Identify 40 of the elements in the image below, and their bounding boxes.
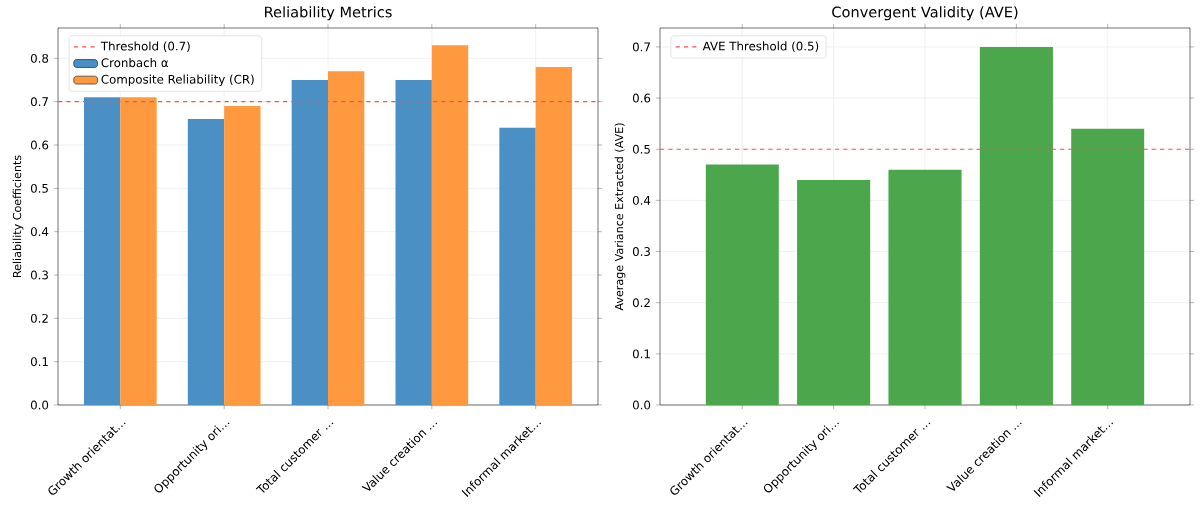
y-axis-title: Reliability Coefficients <box>12 155 24 277</box>
y-tick-label: 0.7 <box>30 97 48 107</box>
bar <box>888 169 962 405</box>
bar <box>499 127 536 405</box>
bar <box>535 67 573 405</box>
bar <box>291 80 328 405</box>
legend-label: Composite Reliability (CR) <box>101 74 254 87</box>
bar <box>328 71 365 405</box>
bar <box>431 45 469 405</box>
bar <box>395 80 432 405</box>
bar <box>83 97 121 405</box>
y-tick-label: 0.5 <box>632 144 650 154</box>
y-tick-label: 0.2 <box>30 313 48 323</box>
y-tick-label: 0.7 <box>632 42 650 52</box>
bar <box>120 97 157 405</box>
y-tick-label: 0.4 <box>632 195 651 205</box>
y-tick-label: 0.1 <box>30 357 48 367</box>
bar <box>979 46 1053 405</box>
y-tick-label: 0.0 <box>632 400 651 410</box>
y-tick-label: 0.3 <box>30 270 48 280</box>
bar <box>224 106 261 405</box>
bar <box>1071 128 1145 405</box>
bar <box>797 179 871 405</box>
legend-label: Threshold (0.7) <box>100 41 190 52</box>
legend-label: AVE Threshold (0.5) <box>702 41 819 52</box>
y-tick-label: 0.4 <box>30 227 49 237</box>
bar <box>187 119 225 405</box>
y-tick-label: 0.5 <box>30 183 48 193</box>
y-tick-label: 0.0 <box>30 400 49 410</box>
y-axis-title: Average Variance Extracted (AVE) <box>614 123 626 311</box>
legend-label: Cronbach α <box>101 57 169 68</box>
y-tick-label: 0.6 <box>632 93 651 103</box>
chart-title: Reliability Metrics <box>265 6 392 21</box>
bar <box>705 164 779 405</box>
y-tick-label: 0.1 <box>632 349 650 359</box>
y-tick-label: 0.6 <box>30 140 49 150</box>
y-tick-label: 0.2 <box>632 298 650 308</box>
chart-title: Convergent Validity (AVE) <box>832 6 1018 21</box>
y-tick-label: 0.3 <box>632 247 650 257</box>
y-tick-label: 0.8 <box>30 53 49 63</box>
